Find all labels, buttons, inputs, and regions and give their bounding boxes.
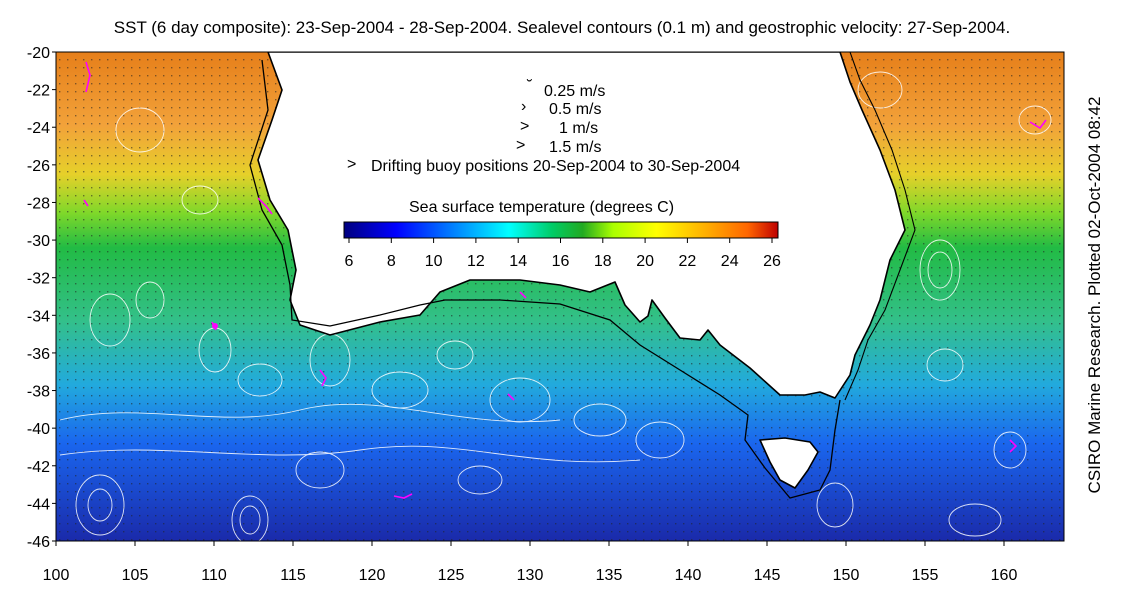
lon-tick-label: 100 xyxy=(43,567,70,584)
colorbar-tick-label: 6 xyxy=(345,253,354,270)
lat-tick-label: -28 xyxy=(27,195,50,212)
lon-tick-label: 125 xyxy=(438,567,465,584)
colorbar-tick-label: 24 xyxy=(721,253,739,270)
lon-tick-label: 110 xyxy=(201,567,227,584)
colorbar-tick-label: 8 xyxy=(387,253,396,270)
colorbar-tick-label: 18 xyxy=(594,253,612,270)
lat-tick-label: -20 xyxy=(27,45,50,62)
lat-tick-label: -42 xyxy=(27,459,50,476)
lon-tick-label: 145 xyxy=(754,567,781,584)
colorbar-tick-label: 14 xyxy=(509,253,527,270)
lon-tick-label: 130 xyxy=(517,567,544,584)
buoy-legend-label: Drifting buoy positions 20-Sep-2004 to 3… xyxy=(371,158,740,175)
colorbar-tick-label: 12 xyxy=(467,253,485,270)
lat-tick-label: -32 xyxy=(27,271,50,288)
lat-tick-label: -34 xyxy=(27,308,50,325)
drifting-buoy-tracks xyxy=(83,61,1047,499)
longitude-axis: 100 105 110 115 120 125 130 135 140 145 150 155 160 xyxy=(43,541,1018,584)
velocity-legend-label-2: 0.5 m/s xyxy=(549,101,601,118)
lat-tick-label: -36 xyxy=(27,346,50,363)
lat-tick-label: -26 xyxy=(27,158,50,175)
colorbar-tick-label: 20 xyxy=(636,253,654,270)
buoy-legend-arrow: > xyxy=(347,156,356,173)
colorbar-tick-label: 16 xyxy=(552,253,570,270)
lat-tick-label: -38 xyxy=(27,384,50,401)
lon-tick-label: 135 xyxy=(596,567,623,584)
colorbar-tick-label: 22 xyxy=(679,253,697,270)
velocity-legend-label-1: 0.25 m/s xyxy=(544,83,605,100)
velocity-legend-label-3: 1 m/s xyxy=(559,120,598,137)
lon-tick-label: 115 xyxy=(280,567,306,584)
velocity-legend-arrow-1: ˘ xyxy=(526,78,532,95)
shelf-break-contour xyxy=(249,59,841,499)
lon-tick-label: 105 xyxy=(122,567,149,584)
colorbar-ramp xyxy=(343,221,779,239)
lon-tick-label: 140 xyxy=(675,567,702,584)
east-shelf-contour xyxy=(844,52,916,401)
lon-tick-label: 155 xyxy=(912,567,939,584)
velocity-legend-label-4: 1.5 m/s xyxy=(549,139,601,156)
tasmania xyxy=(759,437,819,489)
colorbar-tick-label: 10 xyxy=(425,253,443,270)
velocity-legend-arrow-2: › xyxy=(521,98,526,115)
lat-tick-label: -46 xyxy=(27,534,50,551)
latitude-axis: -20 -22 -24 -26 -28 -30 -32 -34 -36 -38 -40 -42 -44 -… xyxy=(27,45,56,551)
velocity-legend-arrow-4: > xyxy=(516,137,525,154)
velocity-legend-arrow-3: > xyxy=(520,118,529,135)
colorbar-label: Sea surface temperature (degrees C) xyxy=(409,199,674,216)
colorbar-tick-label: 26 xyxy=(763,253,781,270)
lat-tick-label: -24 xyxy=(27,120,50,137)
lat-tick-label: -44 xyxy=(27,496,50,513)
lat-tick-label: -30 xyxy=(27,233,50,250)
lat-tick-label: -22 xyxy=(27,83,50,100)
colorbar: Sea surface temperature (degrees C) 6 8 10… xyxy=(343,199,781,270)
lon-tick-label: 120 xyxy=(359,567,386,584)
plot-frame xyxy=(55,51,1065,542)
velocity-legend: ˘ 0.25 m/s › 0.5 m/s > 1 m/s > 1.5 m/s >… xyxy=(347,78,740,175)
lat-tick-label: -40 xyxy=(27,421,50,438)
map-title: SST (6 day composite): 23-Sep-2004 - 28-… xyxy=(113,18,1011,37)
buoy-marker xyxy=(212,323,218,329)
lon-tick-label: 150 xyxy=(833,567,860,584)
lon-tick-label: 160 xyxy=(991,567,1018,584)
